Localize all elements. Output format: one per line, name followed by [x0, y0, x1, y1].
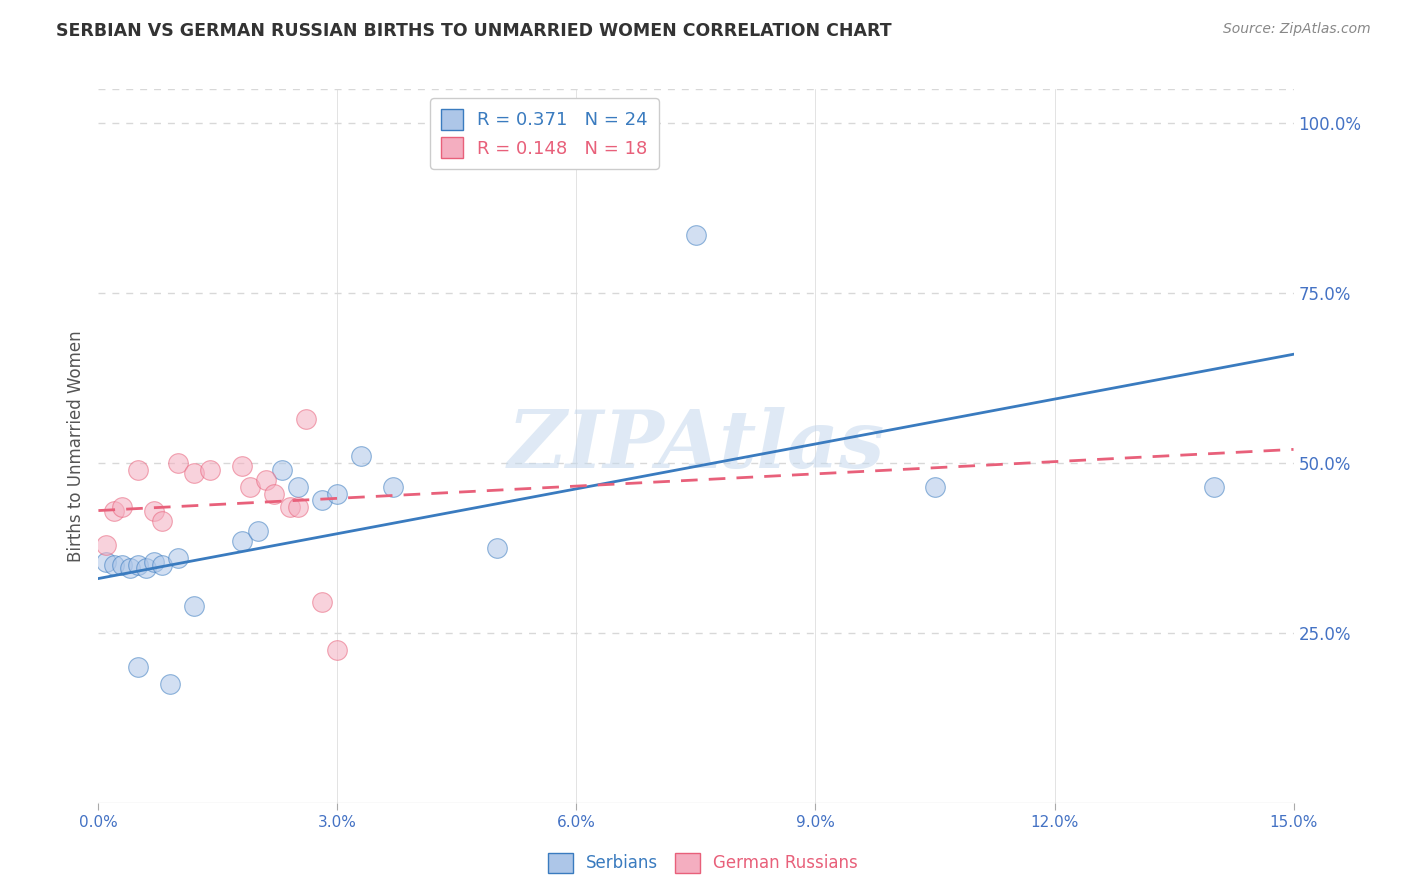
Point [685, 228, 707, 243]
Point [270, 463, 292, 477]
Point [231, 534, 253, 549]
Point [150, 514, 173, 528]
Point [1202, 480, 1225, 494]
Point [198, 463, 221, 477]
Legend: Serbians, German Russians: Serbians, German Russians [541, 847, 865, 880]
Point [159, 677, 181, 691]
Point [183, 466, 205, 480]
Point [246, 524, 269, 538]
Point [143, 503, 166, 517]
Point [350, 449, 373, 463]
Point [231, 459, 253, 474]
Legend: R = 0.371   N = 24, R = 0.148   N = 18: R = 0.371 N = 24, R = 0.148 N = 18 [430, 98, 658, 169]
Point [287, 500, 309, 515]
Point [167, 551, 190, 566]
Point [167, 456, 190, 470]
Point [326, 486, 349, 500]
Point [278, 500, 301, 515]
Point [183, 599, 205, 613]
Point [239, 480, 262, 494]
Text: Source: ZipAtlas.com: Source: ZipAtlas.com [1223, 22, 1371, 37]
Point [127, 660, 149, 674]
Point [382, 480, 405, 494]
Point [143, 555, 166, 569]
Point [127, 463, 149, 477]
Point [924, 480, 946, 494]
Point [111, 500, 134, 515]
Point [103, 503, 125, 517]
Point [485, 541, 508, 555]
Y-axis label: Births to Unmarried Women: Births to Unmarried Women [66, 330, 84, 562]
Point [103, 558, 125, 572]
Point [111, 558, 134, 572]
Point [96, 537, 118, 551]
Point [294, 412, 316, 426]
Point [120, 561, 142, 575]
Point [150, 558, 173, 572]
Point [263, 486, 285, 500]
Point [311, 493, 333, 508]
Point [135, 561, 157, 575]
Point [311, 595, 333, 609]
Text: SERBIAN VS GERMAN RUSSIAN BIRTHS TO UNMARRIED WOMEN CORRELATION CHART: SERBIAN VS GERMAN RUSSIAN BIRTHS TO UNMA… [56, 22, 891, 40]
Point [127, 558, 149, 572]
Point [326, 643, 349, 657]
Point [96, 555, 118, 569]
Text: ZIPAtlas: ZIPAtlas [508, 408, 884, 484]
Point [287, 480, 309, 494]
Point [254, 473, 277, 487]
